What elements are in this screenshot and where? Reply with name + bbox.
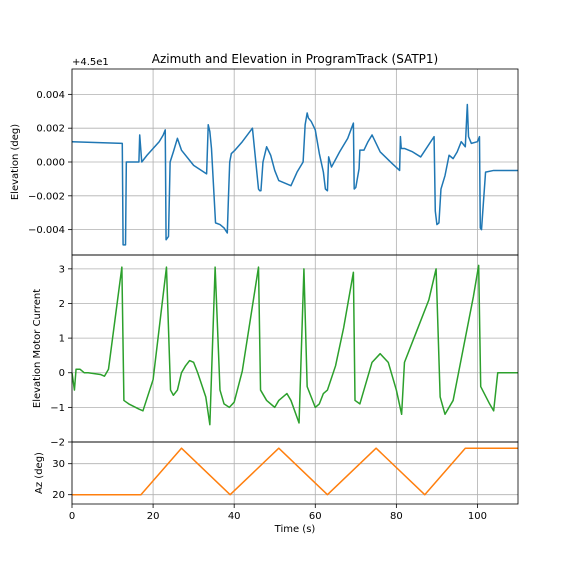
- x-tick-label: 40: [228, 511, 241, 522]
- x-tick-label: 60: [309, 511, 322, 522]
- x-tick-label: 100: [468, 511, 487, 522]
- panel-azimuth: 30 20 Az (deg): [34, 441, 519, 505]
- series-line-azimuth: [72, 447, 518, 496]
- panel-elevation: 0.004 0.002 0.000 −0.002 −0.004 Elevation (de…: [10, 57, 519, 256]
- y-tick-label: 0: [59, 368, 65, 379]
- y-axis-label-motor-current: Elevation Motor Current: [32, 289, 43, 408]
- y-tick-label: 3: [59, 264, 65, 275]
- y-tick-label: 2: [59, 299, 65, 310]
- y-tick-label: −0.002: [28, 191, 65, 202]
- y-axis-label-azimuth: Az (deg): [34, 452, 45, 494]
- y-tick-label: 1: [59, 334, 65, 345]
- y-tick-label: 0.002: [36, 124, 65, 135]
- y-offset-text: +4.5e1: [72, 57, 109, 68]
- y-axis-label-elevation: Elevation (deg): [10, 124, 21, 200]
- y-tick-label: 20: [52, 490, 65, 501]
- y-tick-label: 0.000: [36, 158, 65, 169]
- series-line-motor-current: [71, 264, 518, 426]
- y-tick-label: −0.004: [28, 225, 65, 236]
- x-tick-label: 20: [147, 511, 160, 522]
- y-tick-label: −1: [50, 403, 65, 414]
- chart-title: Azimuth and Elevation in ProgramTrack (S…: [152, 52, 439, 66]
- x-tick-label: 80: [390, 511, 403, 522]
- y-tick-label: −2: [50, 438, 65, 449]
- y-tick-label: 0.004: [36, 90, 65, 101]
- y-tick-label: 30: [52, 459, 65, 470]
- x-axis-label: Time (s): [274, 524, 316, 535]
- series-line-elevation: [71, 103, 518, 246]
- panel-motor-current: 3 2 1 0 −1 −2 Elevation Motor Current: [32, 254, 519, 449]
- plot-area: 0.004 0.002 0.000 −0.002 −0.004 Elevation (de…: [10, 57, 519, 522]
- x-tick-label: 0: [69, 511, 75, 522]
- panel-frame: [71, 441, 519, 505]
